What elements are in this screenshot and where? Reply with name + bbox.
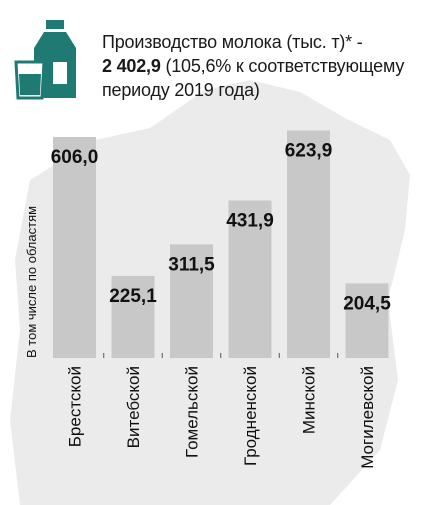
title-line-3: периоду 2019 года): [102, 80, 260, 100]
bar-5: [287, 130, 330, 358]
category-label-1: Брестской: [66, 366, 85, 447]
title-line-1: Производство молока (тыс. т)* -: [102, 32, 363, 52]
value-label-6: 204,5: [343, 293, 391, 314]
category-label-4: Гродненской: [241, 366, 260, 466]
value-label-2: 225,1: [109, 286, 157, 307]
category-label-2: Витебской: [124, 366, 143, 448]
bar-1: [53, 136, 96, 358]
category-label-5: Минской: [300, 366, 319, 434]
y-axis-label: В том числе по областям: [24, 206, 39, 358]
bar-3: [170, 244, 213, 358]
value-label-3: 311,5: [168, 254, 215, 275]
category-labels-group: Брестской Витебской Гомельской Гродненской М…: [66, 366, 378, 469]
milk-bottle-and-glass-icon: [14, 20, 76, 100]
category-label-3: Гомельской: [183, 366, 202, 458]
value-labels-group: 606,0 225,1 311,5 431,9 623,9 204,5: [51, 140, 391, 314]
value-label-1: 606,0: [51, 147, 99, 168]
title-line-2: 2 402,9 (105,6% к соответствующему: [102, 54, 432, 78]
bar-6: [345, 283, 389, 358]
value-label-4: 431,9: [226, 210, 274, 231]
value-label-5: 623,9: [285, 140, 333, 161]
bar-2: [111, 275, 155, 358]
bar-4: [228, 200, 272, 358]
percent-text: (105,6% к соответствующему: [160, 56, 405, 76]
bars-group: [53, 130, 389, 358]
ticks-group: [103, 353, 339, 358]
chart-title: Производство молока (тыс. т)* - 2 402,9 …: [102, 30, 432, 102]
category-label-6: Могилевской: [358, 366, 377, 469]
total-value: 2 402,9: [102, 56, 161, 76]
